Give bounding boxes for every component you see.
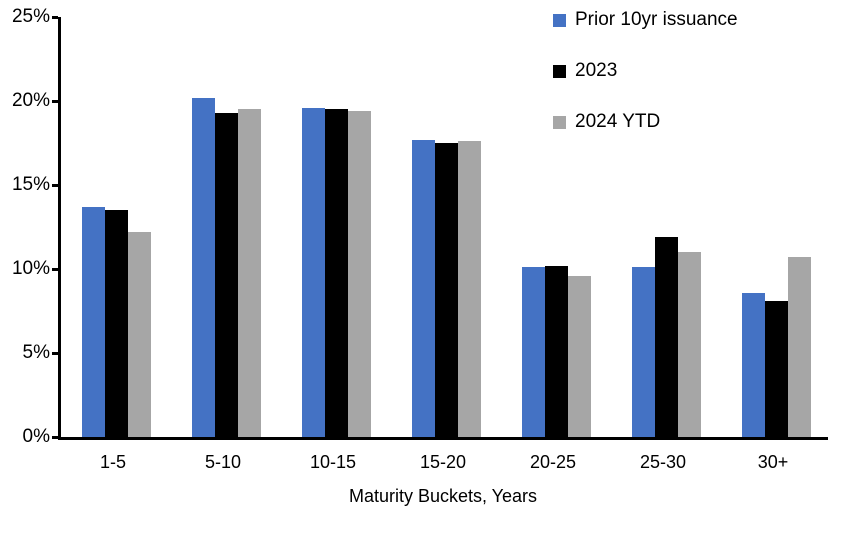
bar-2024-ytd-30+	[787, 257, 811, 437]
bar-group-25-30	[611, 17, 721, 437]
bar-2023-5-10	[214, 112, 238, 437]
legend-marker-icon	[553, 115, 566, 129]
legend-label: 2023	[575, 60, 618, 81]
bar-prior-10yr-issuance-1-5	[81, 206, 105, 437]
y-axis-tick	[52, 100, 58, 103]
x-axis-title: Maturity Buckets, Years	[348, 486, 538, 506]
x-axis-tick-label: 1-5	[99, 452, 126, 472]
bar-prior-10yr-issuance-25-30	[631, 267, 655, 437]
y-axis-tick	[52, 268, 58, 271]
legend-label: Prior 10yr issuance	[575, 9, 738, 30]
x-axis-tick-label: 30+	[757, 452, 789, 472]
x-axis-tick-label: 10-15	[309, 452, 357, 472]
y-axis-tick-label: 0%	[22, 426, 50, 447]
bar-prior-10yr-issuance-15-20	[411, 139, 435, 437]
bar-2024-ytd-5-10	[237, 109, 261, 437]
legend-entry: 2023	[553, 59, 738, 83]
y-axis-tick-label: 25%	[11, 6, 50, 27]
y-axis-tick-label: 15%	[11, 174, 50, 195]
x-axis-tick-label: 5-10	[204, 452, 242, 472]
bar-group-5-10	[171, 17, 281, 437]
bar-prior-10yr-issuance-10-15	[301, 107, 325, 437]
legend-marker-icon	[553, 64, 566, 78]
x-axis-tick-label: 15-20	[419, 452, 467, 472]
bar-group-1-5	[61, 17, 171, 437]
bar-2023-10-15	[324, 109, 348, 437]
bar-2024-ytd-25-30	[677, 252, 701, 437]
y-axis-tick-label: 10%	[11, 258, 50, 279]
y-axis-tick-label: 20%	[11, 90, 50, 111]
bar-group-20-25	[501, 17, 611, 437]
x-axis-tick-label: 20-25	[529, 452, 577, 472]
bar-2023-20-25	[544, 265, 568, 437]
bar-group-30+	[721, 17, 831, 437]
bar-2023-30+	[764, 300, 788, 437]
bar-prior-10yr-issuance-5-10	[191, 97, 215, 437]
bar-2023-25-30	[654, 237, 678, 437]
bar-prior-10yr-issuance-30+	[741, 292, 765, 437]
bar-group-15-20	[391, 17, 501, 437]
y-axis-tick	[52, 352, 58, 355]
bar-2023-1-5	[104, 210, 128, 437]
bar-prior-10yr-issuance-20-25	[521, 267, 545, 437]
legend-marker-icon	[553, 13, 566, 27]
legend-entry: 2024 YTD	[553, 110, 738, 134]
y-axis-tick	[52, 436, 58, 439]
bar-group-10-15	[281, 17, 391, 437]
y-axis-tick	[52, 184, 58, 187]
bar-2024-ytd-10-15	[347, 111, 371, 437]
y-axis-tick-label: 5%	[22, 342, 50, 363]
y-axis-tick	[52, 16, 58, 19]
bar-2024-ytd-1-5	[127, 232, 151, 437]
bar-2024-ytd-15-20	[457, 141, 481, 437]
legend-label: 2024 YTD	[575, 111, 661, 132]
x-axis-tick-label: 25-30	[639, 452, 687, 472]
legend: Prior 10yr issuance 2023 2024 YTD	[553, 8, 738, 161]
plot-area	[52, 16, 831, 440]
bar-2024-ytd-20-25	[567, 275, 591, 437]
legend-entry: Prior 10yr issuance	[553, 8, 738, 32]
bar-2023-15-20	[434, 143, 458, 437]
